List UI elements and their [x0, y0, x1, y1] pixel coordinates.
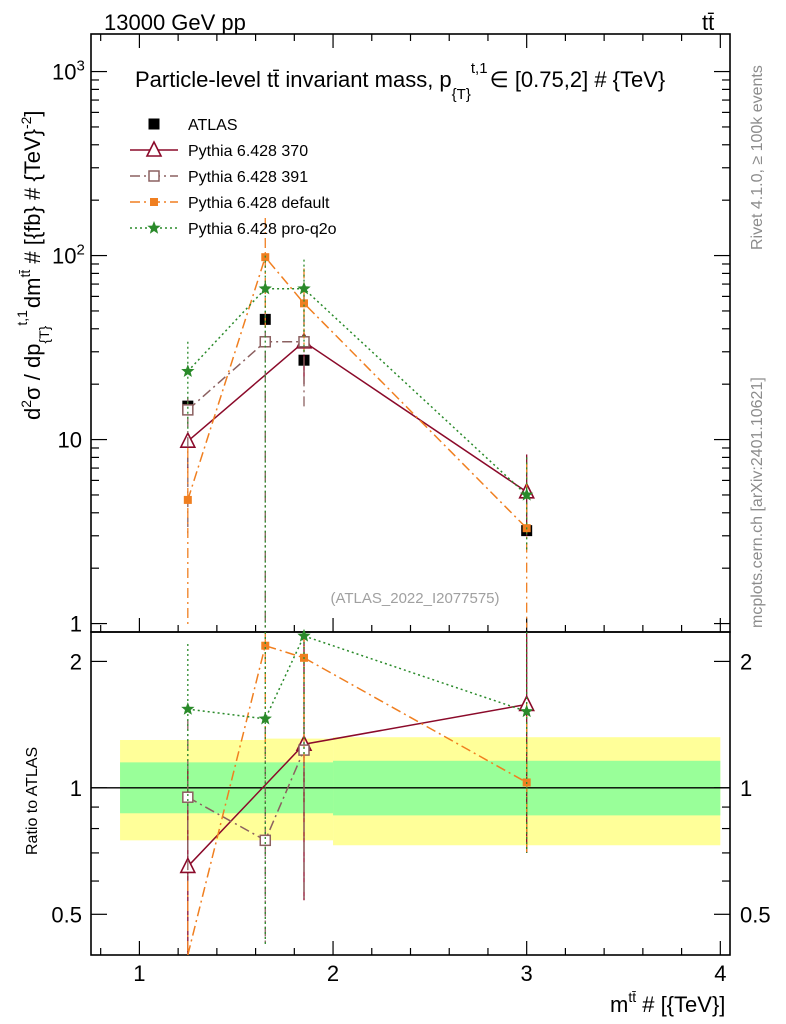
y-tick-label-100-exp: 2	[76, 242, 84, 259]
mcplots-label: mcplots.cern.ch [arXiv:2401.10621]	[749, 377, 766, 628]
y-label-d: d	[20, 408, 45, 420]
y-label-tail: # [{fb} # {TeV}	[20, 129, 45, 270]
y-tick-label-10: 10	[58, 428, 82, 453]
legend-marker-1	[145, 140, 163, 157]
x-tick-label: 1	[133, 961, 145, 986]
y-label-mid: σ / dp	[20, 344, 45, 400]
chart-title-sup: t,1	[471, 60, 488, 77]
main-plot-frame	[90, 33, 731, 633]
y-label-close: ]	[20, 110, 45, 116]
y-label-sup-neg: -2	[18, 116, 34, 129]
y-tick-label-100: 102	[52, 242, 85, 269]
legend-marker-0	[148, 118, 160, 130]
series-line-4	[187, 288, 528, 496]
ratio-point-2	[259, 834, 272, 847]
ratio-tick-label-right: 0.5	[740, 902, 771, 927]
y-label-mid2: dm	[20, 278, 45, 309]
x-axis-label: mtt̄ # [{TeV}]	[610, 989, 725, 1017]
ratio-tick-label-left: 1	[70, 776, 82, 801]
y-label-sup2: 2	[18, 400, 34, 408]
x-label-sup: tt̄	[628, 989, 636, 1005]
ratio-point-3	[261, 641, 270, 650]
data-point-3	[300, 299, 308, 308]
ratio-tick-label-right: 1	[740, 776, 752, 801]
data-point-2	[182, 404, 194, 416]
legend-label-0: ATLAS	[188, 117, 238, 134]
axis-ticks: 1 2 3 4 1 10 102 103 0.5 0.5 1 1 2 2	[51, 34, 771, 986]
rivet-version-label: Rivet 4.1.0, ≥ 100k events	[749, 65, 766, 250]
ratio-y-axis-label: Ratio to ATLAS	[24, 747, 41, 855]
header-process-label: tt̄	[702, 10, 714, 35]
y-label-sup-tt: tt̄	[17, 270, 33, 278]
x-tick-label: 4	[714, 961, 726, 986]
ratio-point-2	[182, 791, 194, 803]
y-tick-label-1: 1	[70, 612, 82, 637]
data-point-3	[183, 495, 192, 504]
legend-label-2: Pythia 6.428 391	[188, 169, 308, 186]
ratio-series	[179, 628, 535, 956]
chart-title-main: Particle-level tt̄ invariant mass, p	[135, 67, 452, 92]
ratio-point-4	[181, 702, 195, 715]
ratio-point-4	[258, 711, 272, 725]
data-point-4	[297, 281, 311, 295]
chart-title-tail: ∈ [0.75,2] # {TeV}	[490, 67, 666, 92]
chart-title-sub: {T}	[452, 86, 471, 103]
ratio-tick-label-right: 2	[740, 649, 752, 674]
y-label-sup-t: t,1	[14, 310, 30, 326]
y-tick-label-1000: 103	[52, 58, 85, 85]
header-energy-label: 13000 GeV pp	[104, 10, 246, 35]
data-point-4	[181, 364, 195, 377]
x-label-tail: # [{TeV}]	[636, 992, 725, 1017]
y-label-sub: {T}	[36, 325, 52, 343]
ratio-line-3	[187, 644, 528, 956]
legend-label-4: Pythia 6.428 pro-q2o	[188, 221, 337, 238]
x-label-m: m	[610, 992, 628, 1017]
analysis-watermark: (ATLAS_2022_I2077575)	[330, 590, 499, 607]
legend-marker-2	[148, 170, 160, 182]
legend-marker-3	[150, 198, 158, 206]
ratio-tick-label-left: 0.5	[51, 902, 82, 927]
y-tick-label-1000-exp: 3	[76, 58, 84, 75]
legend: ATLAS Pythia 6.428 370 Pythia 6.428 391 Pyt…	[130, 117, 337, 238]
legend-marker-4	[147, 221, 161, 234]
ratio-point-4	[297, 628, 311, 642]
ratio-point-4	[520, 704, 534, 718]
ratio-tick-label-left: 2	[70, 649, 82, 674]
x-tick-label: 3	[521, 961, 533, 986]
uncertainty-bands	[120, 737, 721, 846]
main-series	[179, 218, 535, 628]
data-point-4	[520, 488, 534, 501]
legend-label-3: Pythia 6.428 default	[188, 195, 330, 212]
y-axis-label: d2σ / dp{T} t,1dmtt̄ # [{fb} # {TeV}-2]	[14, 110, 52, 420]
ratio-line-4	[187, 634, 527, 720]
x-tick-label: 2	[327, 961, 339, 986]
legend-label-1: Pythia 6.428 370	[188, 143, 308, 160]
series-line-3	[187, 255, 528, 529]
data-point-4	[258, 281, 272, 295]
chart-title: Particle-level tt̄ invariant mass, p{T}t…	[135, 60, 665, 103]
